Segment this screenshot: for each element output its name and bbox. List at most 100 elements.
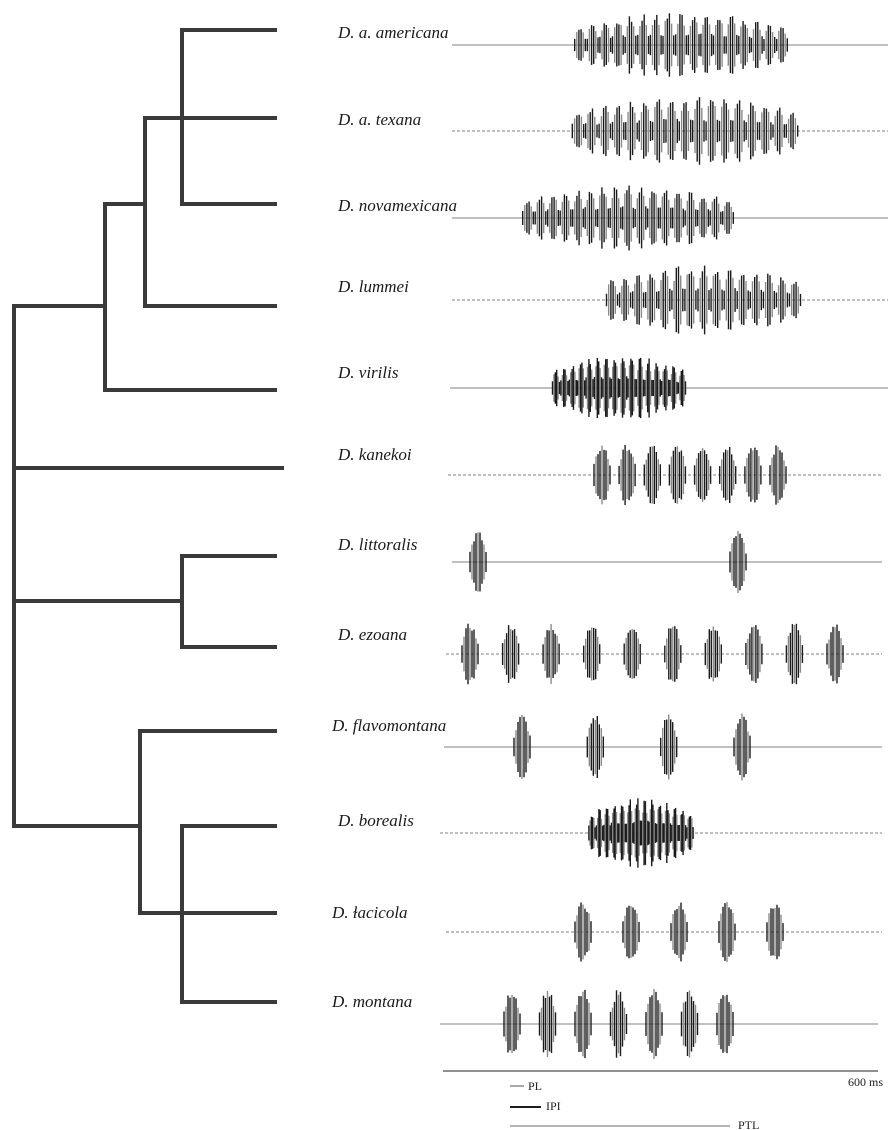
song-pulse: [611, 106, 625, 156]
song-pulse: [643, 446, 661, 504]
song-pulse: [640, 800, 649, 866]
song-pulse: [697, 198, 709, 238]
song-pulse: [551, 369, 561, 407]
song-pulse: [766, 904, 784, 960]
song-pulse: [745, 102, 759, 160]
song-pulse: [609, 990, 628, 1058]
song-pulse: [610, 806, 619, 860]
ipi-label: IPI: [546, 1099, 561, 1113]
song-pulse: [677, 369, 687, 407]
song-pulse: [633, 798, 642, 868]
song-pulse: [588, 816, 596, 850]
song-pulse: [602, 359, 611, 417]
oscillogram-2: [452, 97, 888, 165]
song-pulse: [611, 23, 624, 67]
song-pulse: [618, 279, 632, 321]
song-pulse: [648, 799, 657, 867]
song-pulse: [719, 447, 737, 503]
song-pulse: [503, 995, 521, 1053]
oscillogram-6: [448, 445, 882, 505]
song-pulse: [668, 446, 687, 504]
song-pulse: [670, 902, 688, 962]
song-pulse: [658, 270, 671, 330]
song-pulse: [704, 626, 722, 682]
oscillogram-3: [452, 185, 888, 251]
song-pulse: [605, 280, 619, 320]
oscillogram-8: [446, 623, 882, 685]
song-pulse: [772, 107, 785, 155]
song-pulse: [547, 196, 559, 240]
song-pulse: [700, 17, 713, 73]
song-pulse: [710, 272, 723, 328]
song-pulse: [618, 805, 626, 861]
song-pulse: [716, 994, 734, 1054]
song-pulse: [638, 103, 652, 159]
species-label-novamexicana: D. novamexicana: [337, 196, 457, 215]
song-pulse: [624, 16, 637, 74]
song-pulse: [586, 25, 599, 65]
song-pulse: [684, 192, 697, 244]
song-pulse: [651, 99, 665, 163]
song-pulse: [671, 266, 684, 334]
oscillogram-12: [440, 989, 878, 1059]
song-pulse: [738, 21, 751, 69]
song-pulse: [574, 29, 586, 61]
song-pulse: [750, 21, 763, 69]
song-pulse: [501, 625, 520, 683]
song-pulse: [598, 105, 612, 157]
song-pulse: [692, 97, 705, 165]
song-pulse: [542, 624, 560, 684]
song-pulse: [585, 359, 594, 417]
song-pulse: [733, 713, 751, 781]
oscillogram-4: [452, 265, 888, 335]
song-pulse: [736, 275, 749, 325]
song-pulse: [693, 448, 712, 502]
song-pulse: [705, 100, 719, 162]
oscillogram-10: [440, 798, 882, 868]
song-pulse: [583, 627, 601, 681]
species-label-americana: D. a. americana: [337, 23, 448, 42]
song-pulse: [599, 23, 612, 67]
song-pulse: [577, 362, 586, 414]
song-pulse: [622, 905, 640, 959]
total-scale-label: 600 ms: [848, 1075, 883, 1089]
song-pulse: [649, 14, 662, 76]
song-pulse: [776, 27, 788, 63]
song-pulse: [622, 185, 634, 251]
oscillogram-1: [452, 13, 888, 77]
song-pulse: [568, 366, 577, 410]
song-pulse: [663, 803, 672, 863]
species-label-montana: D. montana: [331, 992, 412, 1011]
song-pulse: [586, 716, 604, 778]
song-pulse: [678, 102, 692, 160]
species-label-texana: D. a. texana: [337, 110, 421, 129]
song-pulse: [593, 445, 611, 505]
song-pulse: [571, 114, 585, 148]
phylogenetic-tree: [12, 28, 284, 1004]
species-label-lacicola: D. ɫacicola: [331, 903, 408, 922]
song-pulse: [678, 810, 687, 856]
song-pulse: [672, 193, 684, 243]
song-pulse: [644, 358, 653, 418]
oscillogram-7: [452, 531, 882, 593]
oscillogram-9: [444, 713, 882, 781]
song-pulse: [763, 25, 776, 65]
song-pulse: [686, 816, 694, 850]
song-pulse: [729, 531, 747, 593]
song-pulse: [671, 807, 679, 859]
song-pulse: [725, 16, 738, 74]
song-pulse: [634, 187, 647, 249]
song-pulse: [660, 714, 678, 780]
song-pulse: [788, 281, 802, 319]
species-label-borealis: D. borealis: [337, 811, 414, 830]
song-pulse: [610, 360, 619, 416]
song-pulse: [722, 202, 734, 234]
song-pulse: [687, 17, 700, 73]
species-labels: D. a. americana D. a. texana D. novamexi…: [331, 23, 457, 1011]
song-pulse: [718, 901, 736, 963]
song-pulse: [645, 274, 658, 326]
song-pulse: [469, 532, 487, 592]
song-pulse: [712, 19, 725, 71]
song-pulse: [632, 275, 645, 325]
